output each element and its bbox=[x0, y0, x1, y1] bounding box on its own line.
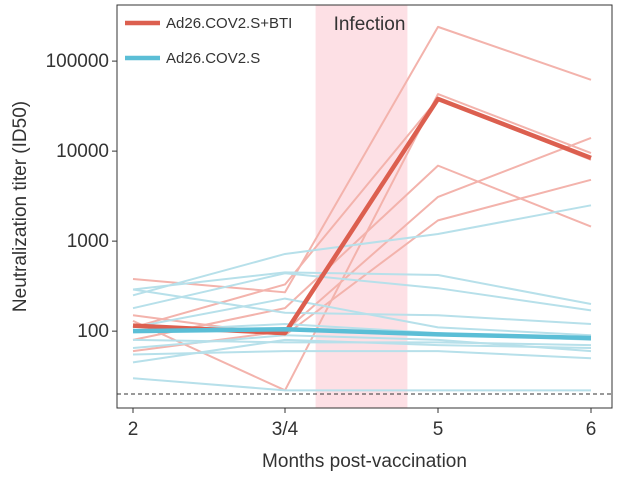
legend-label-bti: Ad26.COV2.S+BTI bbox=[166, 15, 292, 32]
y-tick-label-1000: 1000 bbox=[67, 231, 109, 252]
series-line-control-participant-11 bbox=[132, 377, 591, 392]
series-line-control-participant-4 bbox=[132, 288, 592, 326]
series-line-control-participant-9 bbox=[132, 350, 592, 360]
x-tick-label-3-4: 3/4 bbox=[272, 419, 299, 440]
series-line-bti-participant-3 bbox=[132, 164, 592, 341]
mean-layer bbox=[132, 96, 592, 341]
y-axis: 100 1000 10000 100000 bbox=[46, 51, 117, 342]
series-line-control-participant-1 bbox=[132, 271, 592, 306]
series-line-control-participant-3 bbox=[132, 272, 592, 312]
series-line-bti-participant-5 bbox=[132, 178, 592, 337]
series-line-bti-participant-2 bbox=[132, 93, 592, 392]
legend-label-control: Ad26.COV2.S bbox=[166, 50, 260, 67]
y-tick-label-100: 100 bbox=[77, 321, 109, 342]
x-axis-title: Months post-vaccination bbox=[262, 451, 467, 472]
y-axis-title: Neutralization titer (ID50) bbox=[10, 101, 31, 312]
series-layer bbox=[132, 25, 592, 392]
series-line-bti-participant-1 bbox=[132, 25, 592, 294]
series-line-control-participant-2 bbox=[132, 204, 592, 297]
y-tick-label-10000: 10000 bbox=[56, 141, 109, 162]
x-tick-label-5: 5 bbox=[433, 419, 444, 440]
series-line-control-participant-5 bbox=[132, 297, 592, 337]
series-line-control-participant-8 bbox=[132, 334, 592, 353]
plot-frame bbox=[116, 4, 613, 409]
x-axis: 2 3/4 5 6 bbox=[128, 408, 597, 440]
series-line-control-participant-10 bbox=[132, 338, 592, 364]
y-tick-label-100000: 100000 bbox=[46, 51, 109, 72]
mean-line-ad26-cov2-s-mean bbox=[132, 326, 592, 341]
x-tick-label-6: 6 bbox=[586, 419, 597, 440]
legend: Ad26.COV2.S+BTI Ad26.COV2.S bbox=[125, 15, 292, 67]
infection-window-label: Infection bbox=[334, 14, 406, 35]
x-tick-label-2: 2 bbox=[128, 419, 139, 440]
